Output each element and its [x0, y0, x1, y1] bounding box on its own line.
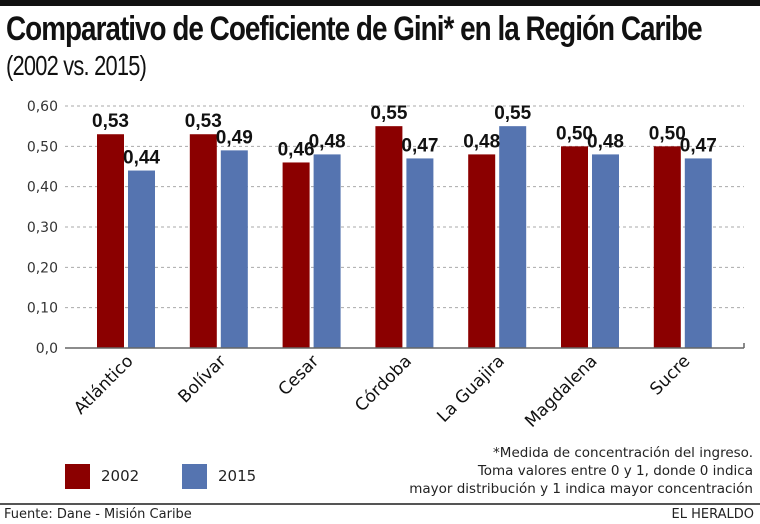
data-label: 0,48: [587, 131, 624, 152]
bar-2002: [375, 126, 403, 349]
y-axis-ticks: 0,0 0,10 0,20 0,30 0,40 0,50 0,60: [27, 99, 58, 357]
legend-label-2015: 2015: [218, 467, 257, 485]
data-label: 0,47: [680, 135, 717, 156]
data-label: 0,55: [370, 103, 407, 124]
data-label: 0,49: [216, 127, 253, 148]
legend-swatch-2002: [65, 464, 90, 489]
y-tick-label: 0,40: [27, 180, 58, 196]
bar-2015: [128, 170, 155, 348]
bar-2002: [653, 146, 681, 348]
chart-title: Comparativo de Coeficiente de Gini* en l…: [6, 10, 703, 48]
y-tick-label: 0,20: [27, 260, 58, 276]
data-label: 0,47: [401, 135, 438, 156]
x-tick-label: Sucre: [646, 351, 694, 399]
bar-2015: [684, 158, 712, 348]
data-label: 0,46: [278, 139, 315, 160]
gridlines: [65, 105, 744, 309]
x-tick-label: Atlántico: [70, 351, 137, 418]
source-credit: Fuente: Dane - Misión Caribe: [4, 507, 192, 522]
y-tick-label: 0,0: [36, 341, 58, 357]
y-tick-label: 0,30: [27, 220, 58, 236]
data-label: 0,44: [123, 148, 160, 169]
data-label: 0,53: [92, 111, 129, 132]
bar-2002: [189, 134, 217, 348]
bar-2015: [499, 126, 527, 349]
bar-chart: 0,0 0,10 0,20 0,30 0,40 0,50 0,60 0,53 0,44 0,53…: [27, 99, 745, 432]
x-tick-label: La Guajira: [433, 351, 508, 426]
footer-divider: [0, 503, 760, 505]
data-label: 0,55: [494, 103, 531, 124]
x-tick-label: Córdoba: [351, 351, 416, 416]
data-label: 0,48: [309, 131, 346, 152]
bar-2015: [313, 154, 341, 348]
footnote: *Medida de concentración del ingreso. To…: [409, 444, 753, 498]
publisher-brand: EL HERALDO: [671, 507, 754, 522]
y-tick-label: 0,50: [27, 139, 58, 155]
data-label: 0,48: [463, 131, 500, 152]
footnote-line: mayor distribución y 1 indica mayor conc…: [409, 481, 753, 497]
x-tick-label: Cesar: [275, 351, 324, 400]
legend-label-2002: 2002: [101, 467, 140, 485]
bar-2015: [406, 158, 434, 348]
x-tick-label: Bolívar: [174, 351, 230, 407]
data-label: 0,53: [185, 111, 222, 132]
bars: [97, 126, 712, 349]
data-label: 0,50: [556, 123, 593, 144]
bar-2002: [468, 154, 496, 348]
bar-2002: [97, 134, 124, 348]
bar-2015: [592, 154, 619, 348]
bar-2015: [220, 150, 248, 348]
data-labels: 0,530,440,530,490,460,480,550,47 0,480,55…: [92, 103, 717, 168]
legend-swatch-2015: [182, 464, 207, 489]
x-tick-label: Magdalena: [521, 351, 601, 431]
footnote-line: *Medida de concentración del ingreso.: [493, 445, 753, 461]
x-axis: [65, 343, 745, 349]
chart-subtitle: (2002 vs. 2015): [6, 50, 147, 81]
data-label: 0,50: [649, 123, 686, 144]
y-tick-label: 0,60: [27, 99, 58, 115]
top-rule: [0, 0, 760, 6]
x-axis-labels: Atlántico Bolívar Cesar Córdoba La Guajira Ma…: [70, 351, 694, 431]
footnote-line: Toma valores entre 0 y 1, donde 0 indica: [477, 463, 753, 479]
bar-2002: [282, 162, 310, 348]
bar-2002: [561, 146, 588, 348]
y-tick-label: 0,10: [27, 301, 58, 317]
